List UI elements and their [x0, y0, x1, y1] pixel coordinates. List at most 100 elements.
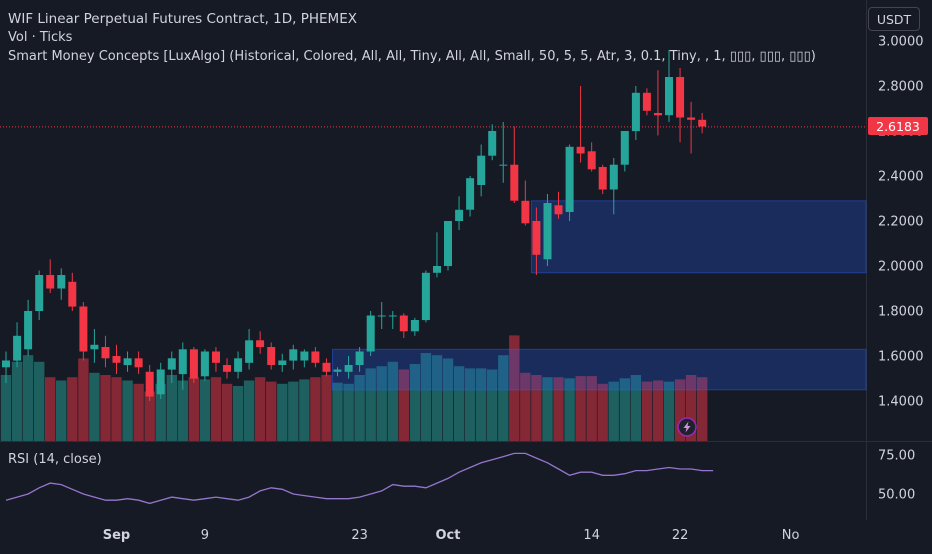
time-tick-label: 9 — [201, 528, 209, 543]
candle-body — [631, 92, 640, 132]
volume-bar — [376, 366, 387, 441]
candle-body — [200, 351, 209, 377]
volume-bar — [111, 377, 122, 441]
candle-body — [477, 155, 486, 185]
volume-bar — [476, 368, 487, 441]
time-tick-label: Oct — [436, 528, 461, 543]
volume-bar — [398, 369, 409, 441]
candle-body — [433, 266, 441, 273]
candle-body — [134, 358, 143, 368]
candle-body — [167, 358, 176, 370]
candle-body — [698, 119, 707, 127]
volume-bar — [498, 355, 509, 441]
candle-body — [642, 92, 651, 111]
candle-body — [178, 349, 187, 375]
candle-body — [311, 351, 320, 363]
volume-bar — [464, 368, 476, 441]
price-tick-label: 2.8000 — [878, 80, 924, 95]
volume-bar — [431, 355, 443, 441]
candle-body — [687, 117, 696, 120]
candle-body — [68, 281, 77, 307]
candle-body — [455, 209, 464, 221]
volume-bar — [100, 375, 111, 441]
volume-bar — [586, 376, 597, 441]
candle-body — [46, 275, 55, 289]
lightning-bolt-icon — [677, 417, 697, 437]
rsi-tick-label: 75.00 — [878, 449, 915, 464]
candle-body — [609, 164, 618, 190]
candle-body — [24, 311, 33, 350]
price-tick-label: 3.0000 — [878, 35, 924, 50]
volume-bar — [266, 381, 277, 441]
volume-bar — [177, 380, 188, 441]
currency-button[interactable]: USDT — [868, 7, 920, 31]
candle-body — [212, 351, 220, 363]
candle-body — [532, 221, 541, 255]
volume-bar — [78, 358, 89, 441]
candle-body — [123, 358, 132, 366]
time-tick-label: 22 — [672, 528, 689, 543]
candle-body — [234, 358, 243, 372]
candle-body — [598, 167, 607, 190]
volume-bar — [155, 383, 166, 441]
volume-bar — [509, 335, 520, 441]
candle-body — [510, 164, 519, 201]
candle-body — [245, 340, 254, 363]
volume-bar — [243, 380, 255, 441]
volume-bar — [685, 375, 697, 441]
order-block-zone — [530, 200, 867, 274]
volume-bar — [409, 364, 421, 441]
volume-bar — [542, 377, 553, 441]
volume-bar — [288, 381, 299, 441]
time-tick-label: 14 — [583, 528, 600, 543]
volume-bar — [133, 383, 144, 441]
candle-body — [256, 340, 265, 348]
candle-body — [344, 365, 353, 372]
volume-bar — [332, 382, 343, 441]
volume-bar — [630, 375, 641, 441]
volume-bar — [652, 380, 664, 441]
volume-bar — [608, 381, 619, 441]
volume-bar — [188, 377, 200, 441]
volume-bar — [597, 383, 608, 441]
volume-bar — [144, 391, 155, 441]
candle-body — [676, 77, 685, 118]
candle-body — [521, 200, 530, 224]
candle-body — [576, 146, 585, 154]
candle-body — [399, 315, 408, 332]
volume-bar — [277, 383, 288, 441]
volume-bar — [232, 386, 244, 441]
time-tick-label: Sep — [103, 528, 131, 543]
volume-bar — [442, 358, 454, 441]
volume-bar — [674, 379, 686, 441]
volume-bar — [11, 361, 23, 441]
volume-bar — [487, 369, 498, 441]
volume-series — [0, 335, 708, 441]
volume-bar — [697, 377, 708, 441]
candle-body — [145, 371, 154, 397]
candle-body — [2, 360, 10, 368]
volume-bar — [520, 372, 531, 441]
volume-bar — [210, 377, 222, 441]
volume-bar — [166, 375, 177, 441]
volume-bar — [387, 361, 398, 441]
volume-bar — [254, 377, 266, 441]
volume-bar — [575, 376, 586, 441]
volume-bar — [321, 375, 332, 441]
volume-bar — [420, 353, 432, 441]
time-tick-label: No — [782, 528, 800, 543]
candle-body — [355, 351, 364, 365]
volume-bar — [453, 366, 465, 441]
candle-body — [620, 131, 629, 165]
time-tick-label: 23 — [351, 528, 368, 543]
volume-bar — [122, 380, 133, 441]
candle-body — [35, 275, 44, 311]
lightning-bolt-icon-glyph — [683, 421, 691, 433]
volume-bar — [221, 383, 233, 441]
legend-indicator: Smart Money Concepts [LuxAlgo] (Historic… — [8, 49, 816, 64]
candle-body — [13, 335, 22, 361]
candle-body — [300, 351, 309, 361]
volume-bar — [365, 368, 376, 441]
candle-body — [101, 347, 110, 359]
